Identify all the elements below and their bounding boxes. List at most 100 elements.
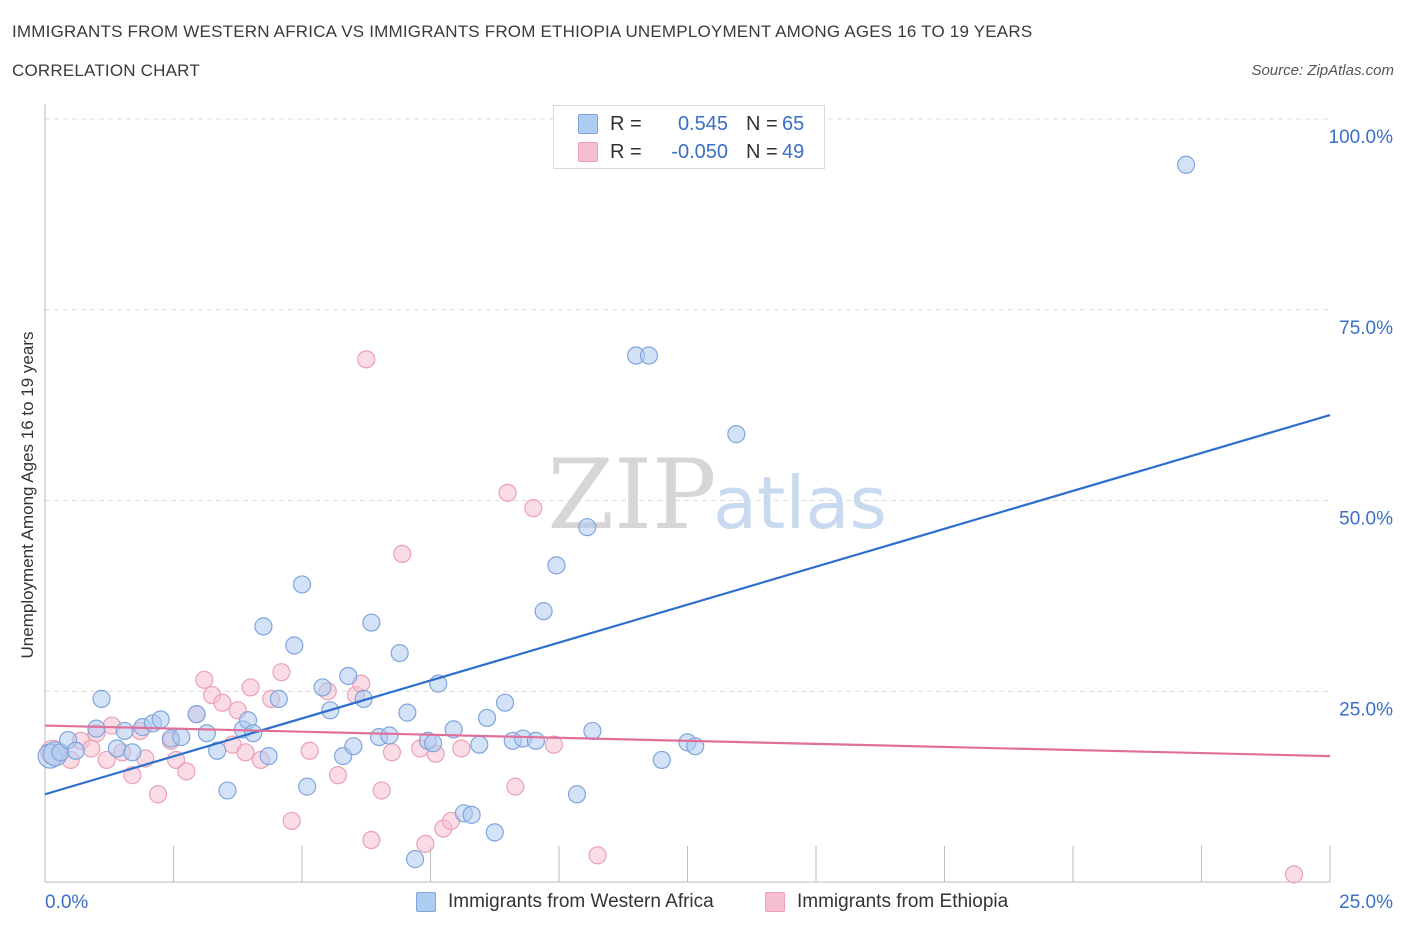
data-point — [292, 575, 312, 594]
legend-n-value: 49 — [782, 140, 805, 163]
data-point — [213, 693, 232, 712]
data-point — [462, 805, 481, 824]
data-point — [524, 499, 543, 518]
data-point — [313, 678, 332, 697]
data-point — [547, 556, 566, 575]
data-point — [151, 710, 170, 729]
data-point — [470, 735, 489, 754]
data-point — [328, 766, 348, 785]
data-point — [567, 785, 587, 804]
data-point — [444, 720, 463, 739]
data-point — [300, 741, 319, 760]
trend-lines — [44, 413, 1331, 796]
tick-labels: 25.0% 50.0% 75.0% 100.0% 0.0% 25.0% — [45, 127, 1393, 913]
data-point — [506, 777, 525, 796]
legend-n-label: N = — [746, 140, 778, 163]
data-point — [398, 703, 417, 722]
data-point — [405, 850, 425, 869]
data-point — [495, 693, 515, 712]
data-point — [372, 781, 391, 800]
legend-r-value: -0.050 — [671, 140, 728, 163]
legend-n-label: N = — [746, 112, 778, 135]
data-point — [526, 731, 545, 750]
bottom-legend-western-africa: Immigrants from Western Africa — [416, 890, 714, 914]
bottom-legend-swatch-blue — [416, 892, 436, 912]
legend-r-value: 0.545 — [677, 112, 728, 135]
data-point — [166, 750, 186, 770]
data-point — [172, 727, 191, 747]
data-point — [380, 726, 399, 745]
chart-title: IMMIGRANTS FROM WESTERN AFRICA VS IMMIGR… — [12, 22, 1033, 41]
data-point — [115, 721, 134, 741]
data-point — [236, 743, 255, 762]
data-point — [241, 678, 260, 697]
data-point — [339, 666, 358, 686]
legend-r-label: R = — [610, 112, 642, 135]
data-point — [197, 724, 217, 743]
legend-row-ethiopia: R = -0.050 N = 49 — [578, 140, 804, 164]
data-point — [382, 743, 402, 762]
x-tick-label: 0.0% — [45, 892, 88, 913]
data-point — [498, 483, 517, 502]
data-point — [66, 741, 85, 760]
data-point — [123, 743, 142, 762]
data-point — [578, 518, 597, 537]
data-point — [544, 735, 563, 754]
legend-swatch-blue — [578, 114, 598, 134]
legend-swatch-pink — [578, 142, 598, 162]
y-tick-label: 75.0% — [1339, 318, 1393, 339]
data-point — [298, 777, 317, 796]
data-point — [588, 846, 607, 865]
data-point — [269, 689, 288, 708]
data-point — [123, 766, 142, 785]
data-point — [195, 670, 214, 689]
data-point — [87, 719, 106, 738]
x-tick-label: 25.0% — [1339, 892, 1393, 913]
data-point — [285, 636, 304, 655]
data-point — [208, 741, 227, 760]
watermark-zip: ZIP — [547, 439, 716, 551]
source-label: Source: ZipAtlas.com — [1251, 62, 1394, 79]
stats-legend: R = 0.545 N = 65 R = -0.050 N = 49 — [553, 105, 825, 169]
data-point — [639, 346, 659, 365]
data-point — [727, 425, 746, 444]
bottom-legend-label: Immigrants from Western Africa — [448, 891, 714, 912]
data-point — [362, 830, 381, 850]
data-point — [393, 544, 412, 564]
data-point — [652, 750, 671, 770]
data-point — [148, 785, 168, 804]
watermark-atlas: atlas — [713, 461, 887, 545]
legend-row-western-africa: R = 0.545 N = 65 — [578, 112, 804, 136]
data-point — [92, 689, 111, 708]
bottom-legend-label: Immigrants from Ethiopia — [797, 891, 1009, 912]
data-point — [357, 350, 376, 369]
data-point — [362, 613, 381, 632]
data-point — [1176, 155, 1196, 174]
data-point — [282, 811, 301, 831]
data-point — [344, 737, 363, 756]
chart-subtitle: CORRELATION CHART — [12, 61, 200, 80]
data-point — [82, 739, 101, 758]
bottom-legend-swatch-pink — [765, 892, 785, 912]
bottom-legend-ethiopia: Immigrants from Ethiopia — [765, 890, 1008, 914]
data-point — [1284, 865, 1304, 884]
data-point — [254, 617, 273, 636]
series-ethiopia-points — [40, 350, 1304, 884]
data-point — [259, 747, 278, 766]
data-point — [477, 708, 497, 728]
legend-r-label: R = — [610, 140, 642, 163]
data-point — [390, 643, 409, 663]
watermark: ZIP atlas — [547, 439, 887, 551]
data-point — [107, 739, 127, 758]
y-tick-label: 50.0% — [1339, 509, 1393, 530]
y-tick-label: 100.0% — [1329, 127, 1394, 148]
data-point — [452, 739, 471, 758]
data-point — [187, 705, 206, 724]
data-point — [485, 823, 504, 842]
legend-n-value: 65 — [782, 112, 805, 135]
data-point — [97, 750, 116, 770]
data-point — [272, 663, 291, 682]
data-point — [416, 834, 435, 853]
data-point — [218, 781, 237, 800]
data-point — [534, 602, 553, 621]
